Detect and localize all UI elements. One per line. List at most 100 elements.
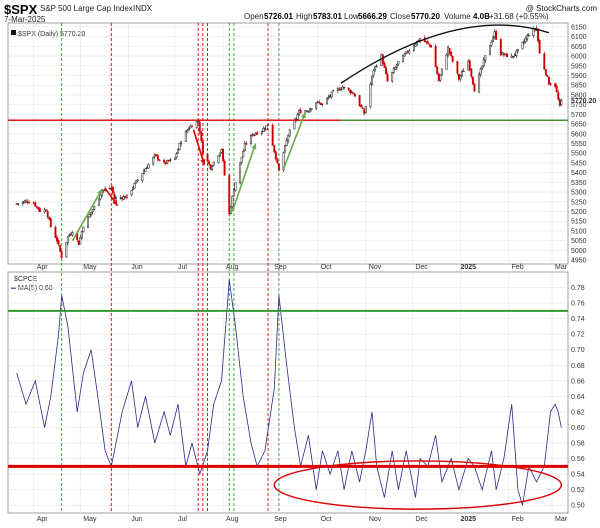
candle-body	[428, 43, 431, 46]
candle-body	[447, 47, 450, 56]
cpce-tick-label: 0.68	[571, 363, 585, 370]
cpce-month-label: Sep	[274, 516, 287, 523]
candle-body	[68, 234, 71, 237]
green-arrow	[231, 143, 257, 212]
price-tick-label: 5600	[571, 131, 587, 138]
candle-body	[180, 141, 183, 144]
cpce-tick-label: 0.76	[571, 301, 585, 308]
candle-body	[35, 206, 38, 208]
candle-body	[350, 91, 353, 94]
candle-body	[394, 66, 397, 70]
cpce-tick-label: 0.66	[571, 378, 585, 385]
candle-body	[175, 153, 178, 158]
price-tick-label: 5850	[571, 83, 587, 90]
candle-body	[240, 157, 243, 163]
candle-body	[184, 131, 187, 142]
red-arrow	[192, 129, 206, 166]
cpce-month-label: Jun	[131, 516, 142, 523]
candle-body	[229, 206, 232, 215]
candle-body	[141, 173, 144, 181]
candle-body	[187, 128, 190, 131]
candle-body	[282, 152, 285, 171]
candle-body	[208, 161, 211, 165]
price-month-label: Aug	[226, 264, 239, 271]
price-tick-label: 5700	[571, 112, 587, 119]
candle-body	[482, 59, 485, 67]
price-month-label: Oct	[321, 264, 332, 271]
candle-body	[288, 129, 291, 137]
candle-body	[265, 125, 268, 130]
candle-body	[88, 214, 91, 218]
candle-body	[71, 232, 74, 236]
low-label: Low	[344, 12, 359, 21]
candle-body	[122, 196, 125, 200]
candle-body	[425, 41, 428, 43]
high-value: 5783.01	[313, 12, 342, 21]
cpce-month-label: Mar	[555, 516, 568, 523]
candle-body	[526, 35, 529, 40]
price-month-label: 2025	[460, 264, 476, 271]
close-value: 5770.20	[411, 12, 440, 21]
candle-body	[471, 76, 474, 85]
cpce-month-label: Feb	[512, 516, 524, 523]
candle-body	[28, 202, 31, 204]
candle-body	[467, 60, 470, 71]
price-month-label: Jun	[131, 264, 142, 271]
candle-body	[386, 74, 389, 82]
candle-body	[164, 161, 167, 164]
candle-body	[397, 60, 400, 65]
price-tick-label: 5000	[571, 248, 587, 255]
price-month-label: Mar	[555, 264, 568, 271]
price-tick-label: 5750	[571, 102, 587, 109]
price-tick-label: 5800	[571, 92, 587, 99]
candle-body	[501, 52, 504, 56]
candle-body	[189, 125, 192, 129]
price-month-label: Apr	[37, 264, 49, 271]
candle-body	[430, 45, 432, 48]
candle-body	[502, 53, 505, 56]
candle-body	[499, 39, 502, 56]
candle-body	[318, 102, 321, 104]
candle-body	[349, 90, 352, 93]
candle-body	[163, 159, 166, 163]
candle-body	[65, 242, 68, 258]
candle-body	[220, 149, 223, 153]
candle-body	[391, 72, 394, 82]
cpce-month-label: Nov	[369, 516, 382, 523]
candle-body	[111, 186, 114, 194]
candle-body	[412, 45, 415, 51]
cpce-tick-label: 0.56	[571, 456, 585, 463]
price-tick-label: 5050	[571, 238, 587, 245]
candle-body	[513, 54, 516, 57]
price-tick-label: 5200	[571, 209, 587, 216]
candle-body	[93, 206, 96, 210]
green-arrow-head	[251, 143, 257, 150]
candle-body	[284, 144, 287, 153]
price-legend-swatch	[11, 30, 16, 35]
candle-body	[462, 70, 465, 72]
candle-body	[115, 197, 117, 200]
price-tick-label: 5550	[571, 141, 587, 148]
candle-body	[343, 86, 346, 89]
candle-body	[250, 134, 252, 144]
cpce-month-label: May	[83, 516, 97, 523]
price-tick-label: 6150	[571, 24, 587, 31]
candle-body	[299, 109, 302, 114]
candle-body	[385, 67, 387, 74]
red-arrow-head	[200, 158, 206, 165]
price-tick-label: 5950	[571, 63, 587, 70]
candle-body	[152, 156, 155, 165]
candle-body	[231, 195, 234, 207]
candle-body	[200, 131, 203, 141]
cpce-tick-label: 0.74	[571, 316, 585, 323]
price-tick-label: 6050	[571, 44, 587, 51]
candle-body	[392, 68, 395, 73]
cpce-tick-label: 0.60	[571, 425, 585, 432]
candle-body	[25, 200, 27, 203]
candle-body	[15, 203, 18, 205]
candle-body	[524, 38, 527, 42]
candle-body	[426, 41, 429, 44]
candle-body	[495, 31, 498, 40]
candle-body	[156, 155, 159, 160]
candle-body	[254, 133, 257, 136]
